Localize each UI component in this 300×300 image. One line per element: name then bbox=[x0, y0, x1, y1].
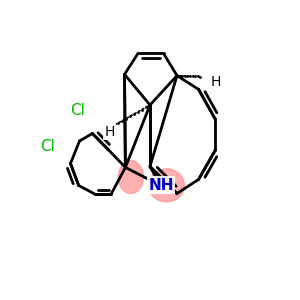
Text: H: H bbox=[104, 125, 115, 139]
Text: NH: NH bbox=[148, 178, 174, 193]
Text: Cl: Cl bbox=[40, 139, 56, 154]
Text: Cl: Cl bbox=[70, 103, 85, 118]
Ellipse shape bbox=[118, 160, 143, 194]
Text: H: H bbox=[210, 75, 220, 88]
Ellipse shape bbox=[148, 169, 184, 202]
